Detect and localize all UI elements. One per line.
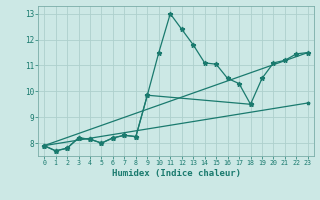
X-axis label: Humidex (Indice chaleur): Humidex (Indice chaleur)	[111, 169, 241, 178]
